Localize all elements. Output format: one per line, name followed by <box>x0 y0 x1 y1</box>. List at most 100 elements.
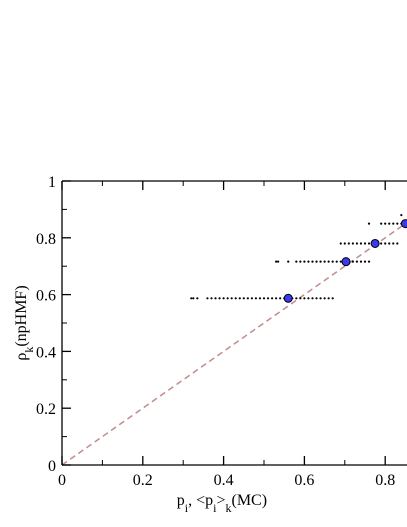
sample-point <box>295 297 298 300</box>
sample-point <box>222 297 225 300</box>
sample-point <box>327 260 330 263</box>
sample-point <box>270 297 274 300</box>
sample-point <box>380 222 383 225</box>
sample-point <box>190 297 193 300</box>
sample-point <box>331 297 334 300</box>
sample-point <box>238 297 241 300</box>
y-tick-label: 0.4 <box>36 344 56 361</box>
x-axis-label-part: , <p <box>188 492 213 509</box>
x-tick-label: 0.4 <box>214 472 234 489</box>
sample-point <box>234 297 237 300</box>
sample-point <box>388 222 391 225</box>
y-axis-label-part: ρ <box>13 353 30 361</box>
x-tick-label: 0.6 <box>294 472 314 489</box>
sample-point <box>206 297 209 300</box>
diagonal-line <box>61 222 407 466</box>
sample-point <box>230 297 233 300</box>
sample-point <box>355 260 359 263</box>
x-axis-label-part: i <box>185 501 189 515</box>
sample-point <box>327 297 330 300</box>
y-tick-label: 0 <box>48 458 56 475</box>
sample-point <box>315 297 318 300</box>
sample-point <box>367 260 371 263</box>
sample-point <box>262 297 266 300</box>
sample-point <box>363 242 367 245</box>
sample-point <box>347 242 350 245</box>
sample-point <box>384 222 387 225</box>
sample-point <box>335 260 338 263</box>
x-tick-label: 0 <box>58 472 66 489</box>
x-axis-label-part: k <box>225 501 231 515</box>
y-axis-label-part: (npHMF) <box>13 285 30 346</box>
sample-point <box>214 297 217 300</box>
sample-point <box>303 297 306 300</box>
sample-point <box>359 242 363 245</box>
sample-point <box>287 260 290 263</box>
average-point <box>341 257 351 267</box>
sample-point <box>359 260 363 263</box>
average-point <box>400 219 407 229</box>
sample-point <box>307 297 310 300</box>
sample-point <box>339 242 342 245</box>
x-axis-label-part: p <box>177 492 185 509</box>
sample-point <box>351 242 354 245</box>
x-axis-label-part: i <box>213 501 217 515</box>
x-axis-label: pi, <pi>k(MC) <box>177 492 267 515</box>
y-axis-label-part: k <box>22 347 36 353</box>
sample-point <box>388 242 391 245</box>
sample-point <box>363 260 367 263</box>
sample-point <box>396 242 399 245</box>
sample-point <box>277 260 280 263</box>
sample-point <box>315 260 318 263</box>
sample-point <box>275 297 278 300</box>
sample-point <box>396 222 399 225</box>
sample-point <box>384 242 387 245</box>
sample-point <box>295 260 298 263</box>
sample-point <box>380 242 383 245</box>
x-tick-label: 0.2 <box>133 472 153 489</box>
x-axis-label-part: (MC) <box>231 492 267 509</box>
sample-point <box>367 242 371 245</box>
sample-point <box>192 297 195 300</box>
sample-point <box>367 222 371 225</box>
sample-point <box>351 260 354 263</box>
sample-point <box>250 297 253 300</box>
sample-point <box>266 297 270 300</box>
sample-point <box>323 260 326 263</box>
sample-point <box>299 260 302 263</box>
sample-point <box>254 297 258 300</box>
sample-point <box>275 260 278 263</box>
y-tick-label: 0.6 <box>36 288 56 305</box>
sample-point <box>343 242 346 245</box>
sample-point <box>242 297 245 300</box>
sample-point <box>392 242 395 245</box>
sample-point <box>303 260 306 263</box>
sample-point <box>400 213 403 217</box>
sample-point <box>279 297 282 300</box>
average-point <box>370 238 380 248</box>
y-tick-label: 0.8 <box>36 231 56 248</box>
x-axis-label-part: > <box>216 492 225 509</box>
sample-point <box>299 297 302 300</box>
sample-point <box>226 297 229 300</box>
sample-point <box>246 297 249 300</box>
sample-point <box>307 260 310 263</box>
sample-point <box>218 297 221 300</box>
average-point <box>283 293 293 303</box>
x-tick-label: 0.8 <box>375 472 395 489</box>
sample-point <box>331 260 334 263</box>
y-tick-label: 1 <box>48 174 56 191</box>
sample-point <box>392 222 395 225</box>
sample-point <box>311 297 314 300</box>
sample-point <box>323 297 326 300</box>
sample-point <box>258 297 262 300</box>
sample-point <box>319 297 322 300</box>
sample-point <box>355 242 359 245</box>
sample-point <box>339 260 342 263</box>
y-axis-label: ρk(npHMF) <box>13 285 36 360</box>
sample-point <box>319 260 322 263</box>
y-tick-label: 0.2 <box>36 401 56 418</box>
sample-point <box>210 297 213 300</box>
